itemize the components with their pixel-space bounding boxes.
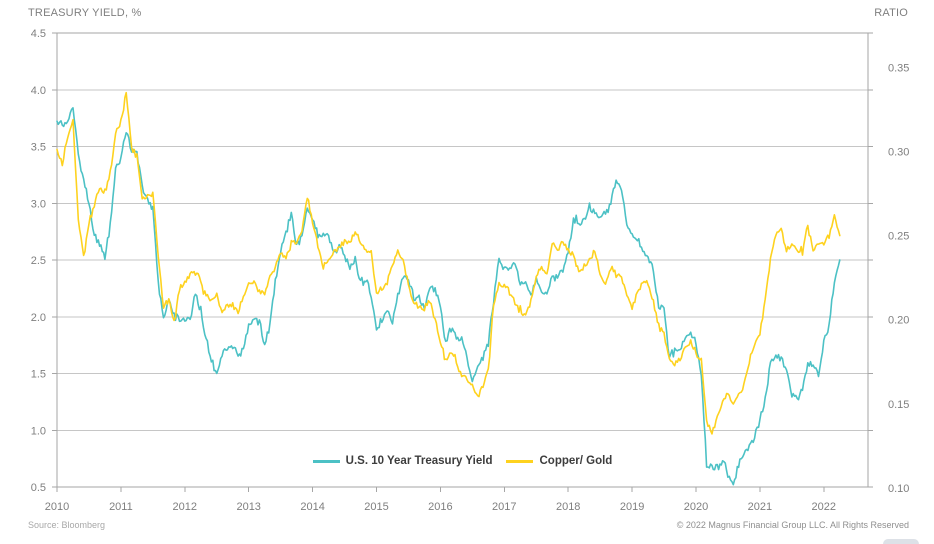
left-axis-tick-label: 3.5 (31, 142, 46, 154)
right-axis-tick-label: 0.25 (888, 231, 909, 243)
x-axis-tick-label: 2012 (173, 501, 197, 513)
copper-gold-line (56, 91, 841, 435)
left-axis-tick-label: 4.0 (31, 85, 46, 97)
right-axis-tick-label: 0.15 (888, 399, 909, 411)
left-axis-title: TREASURY YIELD, % (28, 7, 142, 19)
right-axis-tick-label: 0.20 (888, 315, 909, 327)
x-axis-tick-label: 2016 (428, 501, 452, 513)
source-credit: Source: Bloomberg (28, 520, 106, 530)
left-axis-tick-label: 0.5 (31, 482, 46, 494)
x-axis-tick-label: 2018 (556, 501, 580, 513)
right-axis-tick-label: 0.35 (888, 62, 909, 74)
x-axis-tick-label: 2013 (236, 501, 260, 513)
x-axis-tick-label: 2015 (364, 501, 388, 513)
x-axis-tick-label: 2017 (492, 501, 516, 513)
left-axis-tick-label: 4.5 (31, 28, 46, 40)
right-axis-tick-label: 0.30 (888, 147, 909, 159)
x-axis-tick-label: 2010 (45, 501, 69, 513)
left-axis-tick-label: 3.0 (31, 198, 46, 210)
right-axis-title: RATIO (874, 7, 908, 19)
x-axis-tick-label: 2011 (109, 501, 133, 513)
treasury-yield-line (56, 107, 841, 486)
cropped-corner-element (883, 539, 919, 544)
left-axis-tick-label: 2.0 (31, 312, 46, 324)
x-axis-tick-label: 2021 (748, 501, 772, 513)
x-axis-tick-label: 2020 (684, 501, 708, 513)
left-axis-tick-label: 1.5 (31, 369, 46, 381)
x-axis-tick-label: 2022 (812, 501, 836, 513)
left-axis-tick-label: 1.0 (31, 425, 46, 437)
left-axis-tick-label: 2.5 (31, 255, 46, 267)
right-axis-tick-label: 0.10 (888, 483, 909, 495)
copyright-notice: © 2022 Magnus Financial Group LLC. All R… (676, 520, 909, 530)
x-axis-tick-label: 2019 (620, 501, 644, 513)
x-axis-tick-label: 2014 (300, 501, 324, 513)
